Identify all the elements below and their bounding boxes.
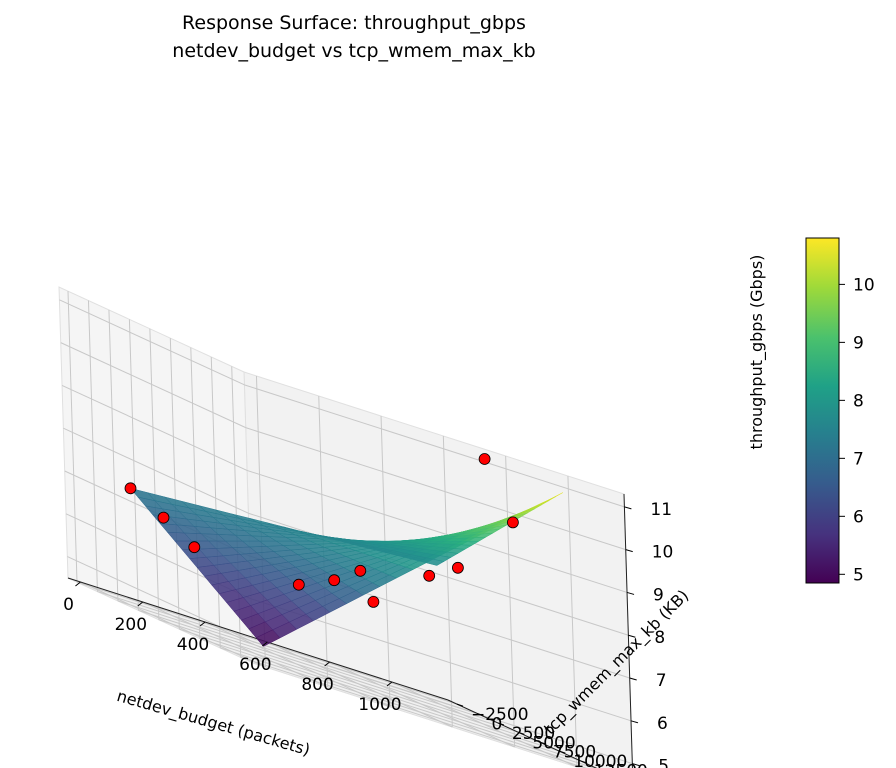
- x-tick-mark: [324, 661, 330, 667]
- data-point: [292, 578, 305, 591]
- chart-title: Response Surface: throughput_gbps: [182, 12, 526, 34]
- x-tick-mark: [386, 681, 393, 687]
- grid-line: [87, 300, 98, 592]
- z-tick-label: 8: [654, 628, 665, 648]
- grid-line: [61, 384, 248, 471]
- x-tick-mark: [199, 621, 206, 627]
- x-tick-label: 0: [63, 595, 74, 615]
- grid-line: [67, 291, 78, 583]
- data-point: [423, 569, 436, 582]
- grid-line: [220, 647, 596, 768]
- y-tick-label: 0: [492, 715, 503, 735]
- z-tick-label: 10: [652, 543, 674, 563]
- grid-line: [169, 338, 180, 630]
- data-point: [354, 564, 367, 577]
- grid-line: [190, 347, 201, 639]
- grid-line: [240, 656, 587, 768]
- grid-line: [59, 299, 245, 386]
- grid-line: [108, 309, 119, 601]
- grid-line: [210, 356, 221, 648]
- y-tick-label: 12500: [594, 762, 648, 768]
- x-tick-label: 800: [301, 675, 333, 695]
- colorbar-tick-label: 5: [853, 565, 864, 585]
- z-tick-label: 5: [658, 757, 669, 768]
- grid-line: [60, 342, 246, 429]
- x-tick-label: 400: [177, 635, 209, 655]
- x-tick-label: 600: [239, 655, 271, 675]
- colorbar-gradient: [805, 237, 840, 584]
- y-tick-label: 7500: [553, 743, 596, 763]
- y-tick-label: −2500: [471, 705, 529, 725]
- data-point: [124, 482, 137, 495]
- y-tick-mark: [579, 760, 586, 764]
- grid-line: [63, 427, 249, 514]
- colorbar: 5 6 7 8 9 10: [805, 237, 875, 585]
- data-point: [507, 516, 519, 529]
- data-point: [157, 511, 170, 524]
- chart-subtitle: netdev_budget vs tcp_wmem_max_kb: [172, 40, 536, 62]
- grid-line: [117, 600, 499, 724]
- x-tick-mark: [137, 601, 144, 607]
- grid-line: [246, 469, 628, 593]
- z-tick-label: 7: [656, 671, 667, 691]
- x-tick-mark: [75, 581, 81, 587]
- y-tick-mark: [559, 750, 566, 754]
- grid-line: [128, 319, 139, 611]
- z-tick-mark: [628, 634, 636, 638]
- z-tick-mark: [630, 720, 639, 724]
- y-tick-mark: [497, 722, 505, 726]
- y-tick-mark: [518, 731, 525, 735]
- y-tick-label: 10000: [573, 752, 627, 768]
- colorbar-tick-label: 7: [853, 449, 864, 469]
- grid-line: [199, 638, 580, 762]
- colorbar-tick-label: 9: [853, 333, 864, 353]
- data-point: [328, 574, 341, 587]
- x-tick-mark: [262, 641, 268, 647]
- z-tick-mark: [624, 506, 632, 510]
- z-tick-mark: [629, 677, 637, 681]
- z-tick-label: 9: [653, 585, 664, 605]
- grid-line: [149, 328, 160, 620]
- z-axis-label: throughput_gbps (Gbps): [747, 255, 767, 450]
- y-tick-mark: [456, 703, 464, 707]
- data-point: [188, 541, 201, 554]
- surface-patch: [419, 557, 445, 566]
- axis-line: [623, 493, 633, 768]
- grid-line: [138, 609, 519, 733]
- z-tick-mark: [625, 549, 633, 553]
- y-tick-mark: [477, 713, 484, 717]
- colorbar-tick-label: 10: [853, 275, 875, 295]
- y-tick-mark: [538, 741, 546, 745]
- y-tick-label: 5000: [532, 733, 575, 753]
- grid-line: [158, 619, 540, 743]
- grid-line: [567, 475, 578, 768]
- z-tick-label: 11: [650, 500, 672, 520]
- y-tick-label: 2500: [512, 724, 555, 744]
- x-tick-label: 200: [115, 615, 147, 635]
- x-axis-label: netdev_budget (packets): [115, 686, 313, 760]
- grid-line: [244, 384, 625, 508]
- data-point: [451, 561, 464, 574]
- grid-line: [442, 435, 453, 728]
- data-point: [367, 596, 380, 608]
- grid-line: [252, 641, 633, 765]
- z-tick-mark: [632, 763, 640, 767]
- grid-line: [245, 427, 626, 551]
- grid-line: [179, 628, 560, 752]
- x-tick-label: 1000: [358, 695, 401, 715]
- z-tick-label: 6: [657, 714, 668, 734]
- z-tick-mark: [626, 591, 635, 595]
- colorbar-tick-label: 6: [853, 507, 864, 527]
- data-point: [478, 453, 491, 465]
- grid-line: [505, 455, 516, 748]
- colorbar-tick-label: 8: [853, 391, 864, 411]
- observed-points: [124, 453, 519, 608]
